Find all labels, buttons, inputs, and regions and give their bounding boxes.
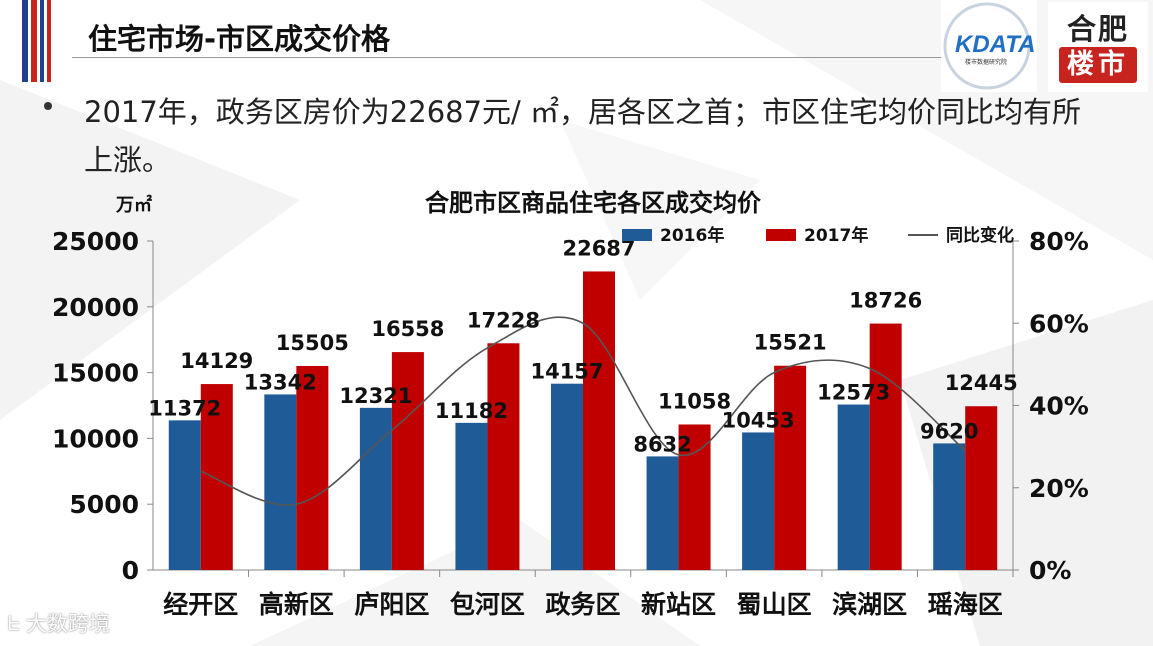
data-label-2017: 15505	[276, 331, 349, 355]
bullet-dot	[44, 102, 52, 110]
bar-2016	[646, 456, 679, 570]
y-tick-label: 0	[122, 556, 139, 585]
y2-tick-label: 0%	[1029, 556, 1071, 585]
x-tick-label: 包河区	[450, 590, 525, 619]
x-tick-label: 瑶海区	[928, 590, 1003, 619]
y2-tick-label: 60%	[1029, 309, 1089, 338]
kdata-logo: KDATA 楼市数据研究院	[941, 0, 1037, 92]
kdata-logo-subtext: 楼市数据研究院	[965, 58, 1007, 66]
y2-tick-label: 80%	[1029, 227, 1089, 256]
bar-2017	[774, 365, 807, 570]
legend-label-2016: 2016年	[660, 225, 724, 246]
y-axis-unit-label: 万㎡	[115, 194, 152, 216]
bar-2016	[455, 422, 488, 570]
legend-swatch-2017	[766, 229, 796, 241]
bar-2017	[487, 343, 520, 570]
hefei-logo-bottom: 楼市	[1059, 47, 1137, 83]
bar-2017	[391, 352, 424, 570]
data-label-2016: 8632	[633, 432, 691, 456]
hefei-loushi-logo: 合肥 楼市	[1048, 2, 1148, 92]
yoy-change-line	[200, 316, 966, 506]
y2-tick-label: 20%	[1029, 474, 1089, 503]
x-tick-label: 政务区	[545, 590, 620, 619]
data-label-2016: 12573	[817, 381, 890, 405]
data-label-2016: 9620	[920, 419, 978, 443]
y-tick-label: 15000	[52, 359, 139, 388]
bar-2017	[583, 271, 615, 570]
watermark: ᖶ 大数跨境	[8, 608, 110, 638]
bar-2017	[296, 365, 329, 570]
bar-2016	[168, 420, 201, 570]
bar-2017	[869, 323, 902, 570]
data-label-2016: 10453	[722, 408, 795, 432]
data-label-2017: 12445	[945, 371, 1018, 395]
bar-2016	[264, 394, 297, 570]
watermark-text: 大数跨境	[25, 612, 110, 636]
data-label-2017: 18726	[849, 289, 922, 313]
data-label-2016: 11372	[148, 396, 221, 420]
slide-title: 住宅市场-市区成交价格	[88, 22, 391, 56]
bar-2017	[965, 406, 998, 570]
y-tick-label: 10000	[52, 424, 139, 453]
y-tick-label: 5000	[69, 490, 139, 519]
legend-swatch-2016	[622, 229, 652, 241]
legend-label-yoy: 同比变化	[946, 225, 1014, 246]
bar-2016	[742, 432, 775, 570]
bullet-text: 2017年，政务区房价为22687元/ ㎡，居各区之首；市区住宅均价同比均有所上…	[84, 95, 1082, 177]
x-tick-label: 蜀山区	[737, 590, 812, 619]
data-label-2017: 16558	[371, 317, 444, 341]
x-tick-label: 经开区	[163, 590, 238, 619]
hefei-logo-top: 合肥	[1066, 12, 1129, 46]
x-tick-label: 滨湖区	[832, 590, 907, 619]
watermark-logo-icon: ᖶ	[8, 611, 20, 635]
chart-title: 合肥市区商品住宅各区成交均价	[425, 189, 762, 217]
data-label-2016: 11182	[435, 399, 508, 423]
data-label-2017: 17228	[467, 308, 540, 332]
y-tick-label: 25000	[52, 227, 139, 256]
bar-2016	[837, 404, 870, 570]
bar-2016	[551, 383, 583, 570]
title-decoration	[22, 0, 54, 82]
kdata-logo-text: KDATA	[955, 31, 1035, 58]
x-tick-label: 庐阳区	[354, 590, 429, 619]
y-tick-label: 20000	[52, 293, 139, 322]
bar-2017	[678, 424, 711, 570]
bar-2016	[933, 443, 966, 570]
title-divider	[72, 57, 942, 58]
bar-2017	[200, 384, 233, 570]
data-label-2017: 15521	[754, 331, 827, 355]
x-tick-label: 高新区	[259, 590, 334, 619]
x-tick-label: 新站区	[641, 590, 716, 619]
bar-2016	[359, 407, 392, 570]
y2-tick-label: 40%	[1029, 392, 1089, 421]
data-label-2017: 14129	[180, 349, 253, 373]
data-label-2016: 14157	[530, 360, 603, 384]
data-label-2017: 11058	[658, 389, 731, 413]
data-label-2016: 13342	[244, 370, 317, 394]
data-label-2016: 12321	[339, 384, 412, 408]
legend-label-2017: 2017年	[804, 225, 868, 246]
